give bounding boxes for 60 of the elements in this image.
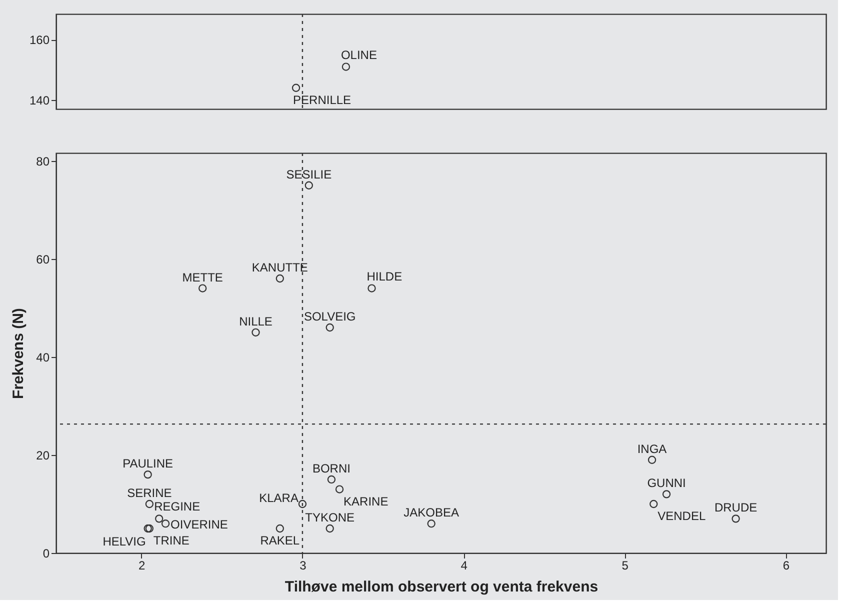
point [326,323,334,332]
point [335,485,344,494]
annotation: PERNILLE [293,92,352,107]
annotation: KARINE [344,494,388,508]
annotation: SESILIE [286,167,332,182]
annotation: KLARA [259,490,298,505]
point [144,524,152,533]
annotation: SOLVEIG [304,310,356,324]
point [276,274,284,283]
annotation: JAKOBEA [404,506,460,520]
y-axis-title: Frekvens (N) [10,308,28,399]
point [144,470,152,479]
annotation: SERINE [127,486,172,500]
annotation: OLINE [340,48,377,62]
point [326,524,334,533]
y-tick-label: 40 [36,350,50,364]
point [648,456,656,464]
x-tick-label: 6 [782,558,790,572]
annotation: PAULINE [122,456,174,471]
point [304,181,313,190]
point [650,500,658,508]
annotation: KANUTTE [252,260,308,274]
x-tick-label: 4 [460,558,468,572]
annotation: VENDEL [658,508,706,523]
point [427,520,436,528]
annotation: INGA [637,442,667,456]
annotation: GUNNI [647,476,686,490]
y-tick-label: 80 [36,154,50,168]
annotation: METTE [182,270,223,284]
annotation: NILLE [239,314,272,328]
y-tick-label: 60 [36,252,50,266]
y-tick-label: 160 [29,33,50,48]
point [145,500,154,508]
point [161,520,170,528]
point [327,475,336,484]
y-tick-label: 0 [42,546,50,560]
annotation: REGINE [154,500,200,514]
annotation: DRUDE [714,500,758,515]
y-tick-label: 20 [36,448,50,462]
annotation: TYKONE [305,510,355,524]
annotation: BORNI [312,461,350,476]
point [276,524,284,533]
annotation: TRINE [153,533,190,548]
x-axis-title: Tilhøve mellom observert og venta frekvens [284,578,598,596]
x-tick-label: 5 [622,558,629,572]
point [145,524,154,533]
annotation: OIVERINE [170,518,228,532]
point [252,328,260,336]
y-tick-label: 140 [29,93,50,108]
point [155,514,164,523]
x-tick-label: 2 [138,558,146,572]
annotation: RAKEL [260,533,300,548]
annotation: HELVIG [102,534,146,548]
point [732,514,740,523]
point [298,500,307,508]
point [662,490,671,498]
point [198,284,207,292]
point [368,284,376,292]
x-tick-label: 3 [300,558,307,572]
annotation: HILDE [366,269,402,284]
